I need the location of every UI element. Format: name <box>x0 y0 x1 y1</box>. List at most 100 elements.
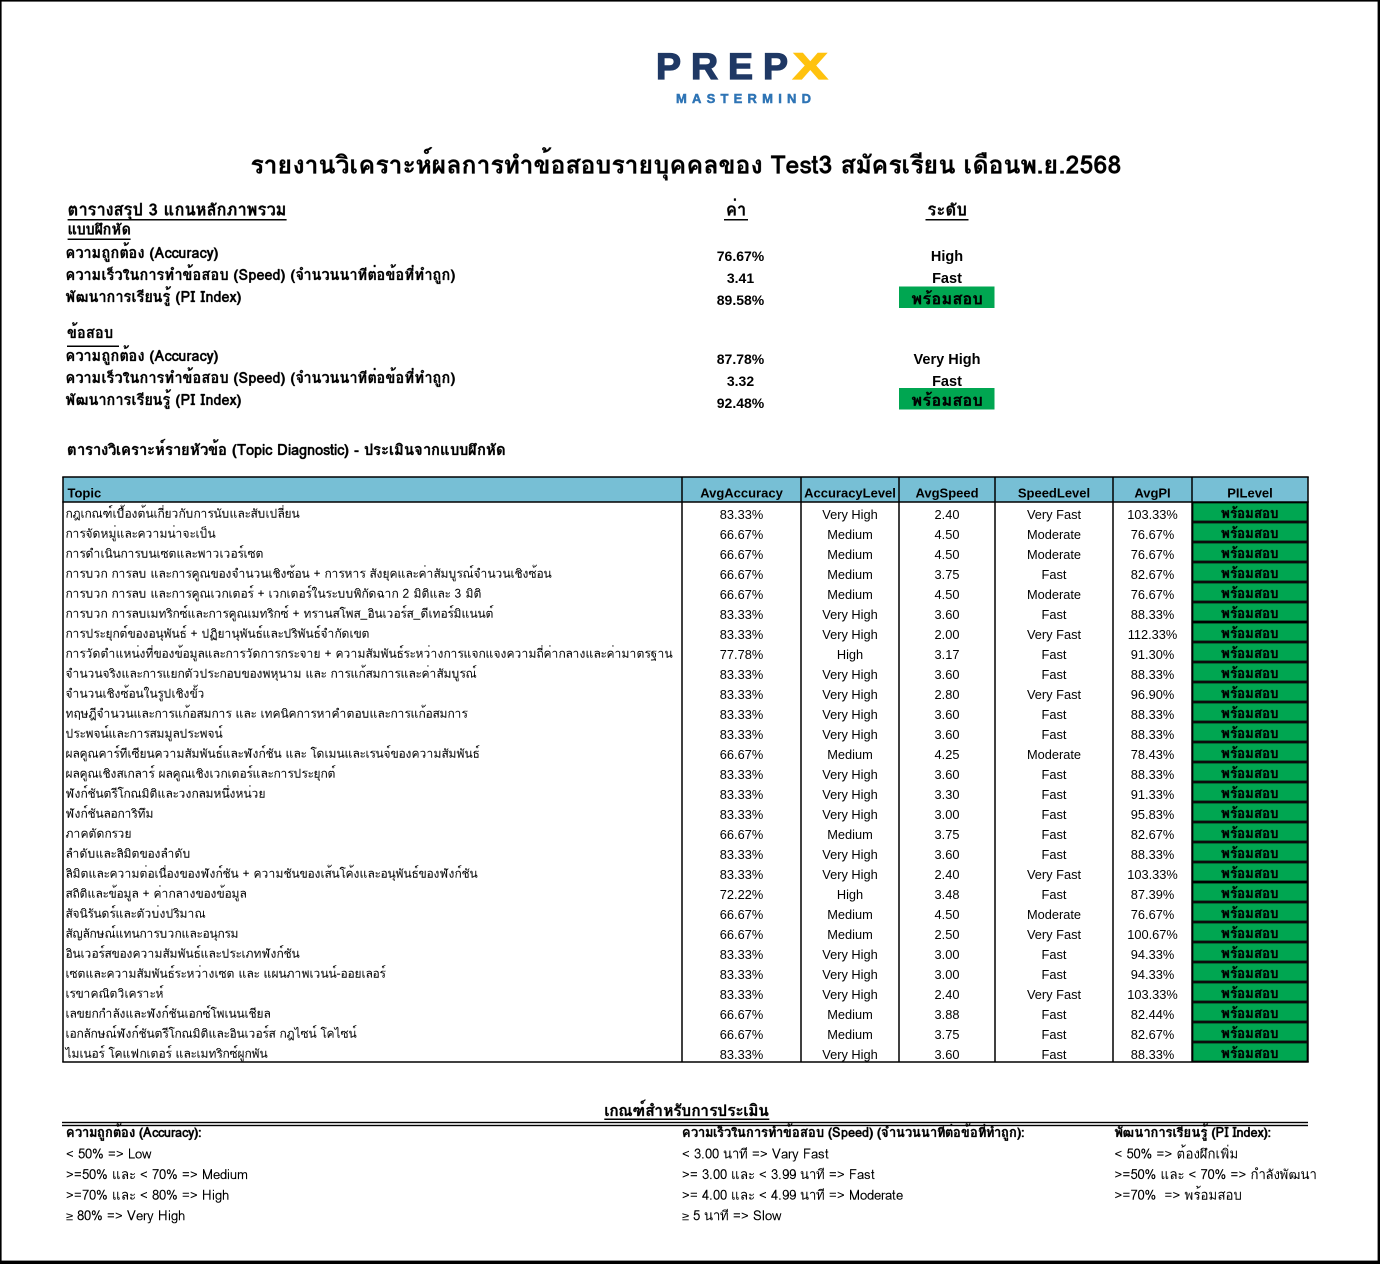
svg-text:96.90%: 96.90% <box>1131 687 1174 702</box>
svg-text:83.33%: 83.33% <box>720 667 763 682</box>
svg-text:Moderate: Moderate <box>1027 747 1081 762</box>
svg-text:Fast: Fast <box>1042 827 1067 842</box>
svg-text:Medium: Medium <box>827 547 873 562</box>
svg-text:Medium: Medium <box>827 907 873 922</box>
svg-text:Very High: Very High <box>822 727 877 742</box>
svg-text:3.00: 3.00 <box>935 807 960 822</box>
svg-text:83.33%: 83.33% <box>720 947 763 962</box>
svg-text:High: High <box>837 887 863 902</box>
svg-text:66.67%: 66.67% <box>720 747 763 762</box>
svg-text:76.67%: 76.67% <box>1131 547 1174 562</box>
svg-text:Very High: Very High <box>822 627 877 642</box>
svg-text:103.33%: 103.33% <box>1127 867 1178 882</box>
svg-text:95.83%: 95.83% <box>1131 807 1174 822</box>
svg-text:Fast: Fast <box>1042 567 1067 582</box>
svg-text:Medium: Medium <box>827 827 873 842</box>
svg-text:3.30: 3.30 <box>935 787 960 802</box>
svg-text:Very High: Very High <box>822 867 877 882</box>
svg-text:83.33%: 83.33% <box>720 847 763 862</box>
svg-text:Fast: Fast <box>932 374 962 390</box>
svg-text:AvgSpeed: AvgSpeed <box>915 486 978 501</box>
svg-text:Fast: Fast <box>1042 1047 1067 1062</box>
svg-text:Fast: Fast <box>1042 947 1067 962</box>
svg-text:Very High: Very High <box>822 507 877 522</box>
svg-text:Very High: Very High <box>822 787 877 802</box>
svg-text:High: High <box>837 647 863 662</box>
svg-text:82.44%: 82.44% <box>1131 1007 1174 1022</box>
svg-text:Very High: Very High <box>822 667 877 682</box>
svg-text:89.58%: 89.58% <box>717 292 765 308</box>
svg-text:112.33%: 112.33% <box>1128 627 1178 642</box>
svg-text:3.75: 3.75 <box>935 1027 960 1042</box>
svg-text:Very Fast: Very Fast <box>1027 927 1081 942</box>
svg-text:Fast: Fast <box>1042 787 1067 802</box>
svg-text:83.33%: 83.33% <box>720 607 763 622</box>
svg-text:3.60: 3.60 <box>935 767 960 782</box>
svg-text:83.33%: 83.33% <box>720 727 763 742</box>
svg-text:72.22%: 72.22% <box>720 887 763 902</box>
svg-text:Fast: Fast <box>1042 727 1067 742</box>
svg-text:Medium: Medium <box>827 1027 873 1042</box>
svg-text:91.33%: 91.33% <box>1131 787 1174 802</box>
svg-text:Very Fast: Very Fast <box>1027 987 1081 1002</box>
svg-text:78.43%: 78.43% <box>1131 747 1174 762</box>
svg-text:66.67%: 66.67% <box>720 567 763 582</box>
svg-text:AccuracyLevel: AccuracyLevel <box>804 486 896 501</box>
svg-text:77.78%: 77.78% <box>720 647 763 662</box>
svg-text:3.60: 3.60 <box>935 847 960 862</box>
svg-text:Very High: Very High <box>822 767 877 782</box>
svg-text:4.50: 4.50 <box>935 587 960 602</box>
svg-text:88.33%: 88.33% <box>1131 847 1174 862</box>
svg-text:83.33%: 83.33% <box>720 867 763 882</box>
svg-text:76.67%: 76.67% <box>1131 527 1174 542</box>
svg-text:Medium: Medium <box>827 927 873 942</box>
svg-text:High: High <box>931 249 963 265</box>
svg-text:Medium: Medium <box>827 567 873 582</box>
svg-text:88.33%: 88.33% <box>1131 727 1174 742</box>
svg-text:Very High: Very High <box>822 987 877 1002</box>
svg-text:66.67%: 66.67% <box>720 907 763 922</box>
svg-text:83.33%: 83.33% <box>720 787 763 802</box>
svg-text:Fast: Fast <box>1042 707 1067 722</box>
svg-text:83.33%: 83.33% <box>720 687 763 702</box>
svg-text:83.33%: 83.33% <box>720 967 763 982</box>
svg-text:Medium: Medium <box>827 747 873 762</box>
svg-text:Fast: Fast <box>1042 607 1067 622</box>
svg-text:AvgAccuracy: AvgAccuracy <box>700 486 783 501</box>
svg-text:Fast: Fast <box>1042 1007 1067 1022</box>
svg-text:Very High: Very High <box>914 352 981 368</box>
svg-text:2.40: 2.40 <box>935 987 960 1002</box>
svg-text:3.41: 3.41 <box>727 270 754 286</box>
svg-text:94.33%: 94.33% <box>1131 967 1174 982</box>
svg-text:66.67%: 66.67% <box>720 527 763 542</box>
svg-text:AvgPI: AvgPI <box>1134 486 1170 501</box>
svg-text:3.60: 3.60 <box>935 1047 960 1062</box>
svg-text:Fast: Fast <box>1042 767 1067 782</box>
svg-text:87.78%: 87.78% <box>717 351 765 367</box>
svg-text:83.33%: 83.33% <box>720 1047 763 1062</box>
svg-text:Topic: Topic <box>68 486 102 501</box>
svg-text:82.67%: 82.67% <box>1131 827 1174 842</box>
svg-text:88.33%: 88.33% <box>1131 607 1174 622</box>
svg-text:3.60: 3.60 <box>935 607 960 622</box>
svg-text:Very Fast: Very Fast <box>1027 687 1081 702</box>
svg-text:87.39%: 87.39% <box>1131 887 1174 902</box>
svg-text:82.67%: 82.67% <box>1131 1027 1174 1042</box>
svg-text:3.75: 3.75 <box>935 827 960 842</box>
svg-text:91.30%: 91.30% <box>1131 647 1174 662</box>
svg-text:3.00: 3.00 <box>935 947 960 962</box>
svg-text:Very Fast: Very Fast <box>1027 627 1081 642</box>
svg-text:76.67%: 76.67% <box>1131 907 1174 922</box>
svg-text:Very Fast: Very Fast <box>1027 507 1081 522</box>
svg-text:66.67%: 66.67% <box>720 587 763 602</box>
svg-text:Medium: Medium <box>827 587 873 602</box>
svg-text:88.33%: 88.33% <box>1131 707 1174 722</box>
svg-text:92.48%: 92.48% <box>717 395 765 411</box>
svg-text:88.33%: 88.33% <box>1131 1047 1174 1062</box>
svg-text:3.88: 3.88 <box>935 1007 960 1022</box>
svg-text:Fast: Fast <box>1042 647 1067 662</box>
svg-text:Fast: Fast <box>1042 887 1067 902</box>
svg-text:Moderate: Moderate <box>1027 587 1081 602</box>
svg-text:3.48: 3.48 <box>935 887 960 902</box>
svg-text:83.33%: 83.33% <box>720 707 763 722</box>
